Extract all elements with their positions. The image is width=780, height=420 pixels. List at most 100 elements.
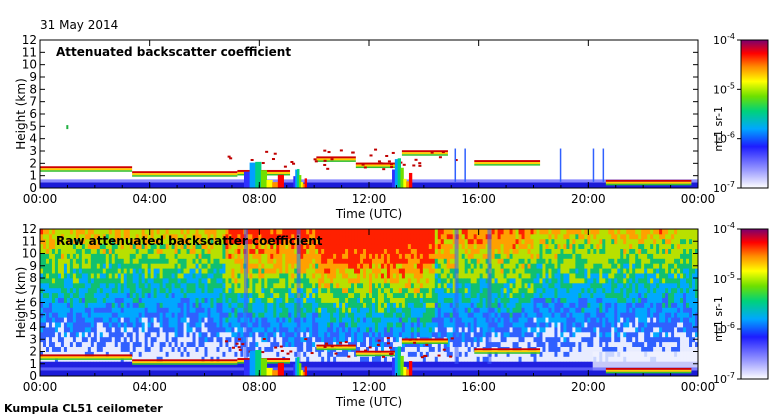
noise-cell xyxy=(126,331,131,338)
noise-cell xyxy=(291,243,295,249)
noise-cell xyxy=(380,327,385,333)
noise-cell xyxy=(306,361,310,367)
noise-cell xyxy=(240,346,244,352)
noise-cell xyxy=(261,278,265,284)
noise-cell xyxy=(288,263,292,269)
noise-cell xyxy=(416,287,421,294)
noise-cell xyxy=(434,302,439,308)
noise-cell xyxy=(407,317,412,323)
noise-cell xyxy=(78,341,83,347)
noise-cell xyxy=(476,258,481,264)
noise-cell xyxy=(309,282,313,289)
noise-cell xyxy=(237,297,241,303)
noise-cell xyxy=(120,341,125,347)
y-tick-label: 5 xyxy=(29,119,37,133)
noise-cell xyxy=(165,278,170,284)
noise-cell xyxy=(369,253,373,259)
noise-cell xyxy=(428,307,433,313)
noise-cell xyxy=(485,331,490,338)
noise-cell xyxy=(321,292,325,298)
noise-cell xyxy=(192,229,196,235)
noise-cell xyxy=(434,229,439,235)
noise-cell xyxy=(222,268,226,274)
noise-cell xyxy=(363,258,367,264)
noise-cell xyxy=(377,327,382,333)
noise-cell xyxy=(72,238,77,245)
noise-cell xyxy=(512,263,516,269)
noise-cell xyxy=(509,327,513,333)
noise-cell xyxy=(366,229,370,235)
noise-cell xyxy=(389,233,394,240)
noise-cell xyxy=(180,297,184,303)
noise-cell xyxy=(440,356,445,362)
noise-cell xyxy=(461,327,466,333)
noise-cell xyxy=(222,248,226,254)
noise-cell xyxy=(327,268,331,274)
noise-cell xyxy=(416,297,421,303)
noise-cell xyxy=(105,292,110,298)
noise-cell xyxy=(135,263,140,269)
noise-cell xyxy=(273,229,277,235)
noise-cell xyxy=(404,312,409,318)
noise-cell xyxy=(383,297,388,303)
noise-cell xyxy=(306,233,310,240)
noise-cell xyxy=(222,253,226,259)
noise-cell xyxy=(333,312,337,318)
cloud-base-edge xyxy=(605,183,692,186)
noise-cell xyxy=(354,258,358,264)
noise-cell xyxy=(300,312,304,318)
noise-cell xyxy=(318,322,322,328)
noise-cell xyxy=(383,292,388,298)
noise-cell xyxy=(318,273,322,279)
noise-cell xyxy=(333,253,337,259)
noise-cell xyxy=(135,292,140,298)
noise-cell xyxy=(165,331,170,338)
noise-cell xyxy=(446,356,451,362)
noise-cell xyxy=(330,361,334,367)
noise-cell xyxy=(108,317,113,323)
noise-cell xyxy=(126,253,131,259)
noise-cell xyxy=(446,331,451,338)
noise-cell xyxy=(321,243,325,249)
noise-cell xyxy=(171,238,175,245)
noise-cell xyxy=(380,317,385,323)
noise-cell xyxy=(369,327,373,333)
noise-cell xyxy=(240,336,244,343)
noise-cell xyxy=(276,336,280,343)
noise-cell xyxy=(398,229,403,235)
noise-cell xyxy=(63,322,68,328)
noise-cell xyxy=(87,317,92,323)
noise-cell xyxy=(342,341,346,347)
noise-cell xyxy=(351,302,355,308)
noise-cell xyxy=(392,292,397,298)
noise-cell xyxy=(351,327,355,333)
noise-cell xyxy=(273,253,277,259)
noise-cell xyxy=(84,258,89,264)
noise-cell xyxy=(300,292,304,298)
noise-cell xyxy=(374,317,379,323)
noise-cell xyxy=(482,268,487,274)
x-tick-label: 00:00 xyxy=(23,192,58,206)
noise-cell xyxy=(512,322,516,328)
noise-cell xyxy=(54,297,59,303)
noise-cell xyxy=(470,273,475,279)
noise-cell xyxy=(186,331,190,338)
noise-cell xyxy=(366,258,370,264)
noise-cell xyxy=(99,322,104,328)
noise-cell xyxy=(416,327,421,333)
noise-cell xyxy=(162,282,167,289)
noise-cell xyxy=(192,263,196,269)
noise-cell xyxy=(500,361,504,367)
noise-cell xyxy=(213,307,217,313)
noise-cell xyxy=(159,258,164,264)
noise-cell xyxy=(386,282,391,289)
noise-cell xyxy=(285,292,289,298)
noise-cell xyxy=(395,268,400,274)
noise-cell xyxy=(315,302,319,308)
noise-cell xyxy=(123,253,128,259)
noise-cell xyxy=(105,278,110,284)
noise-cell xyxy=(135,356,140,362)
noise-cell xyxy=(198,331,202,338)
noise-cell xyxy=(207,229,211,235)
noise-cell xyxy=(87,273,92,279)
